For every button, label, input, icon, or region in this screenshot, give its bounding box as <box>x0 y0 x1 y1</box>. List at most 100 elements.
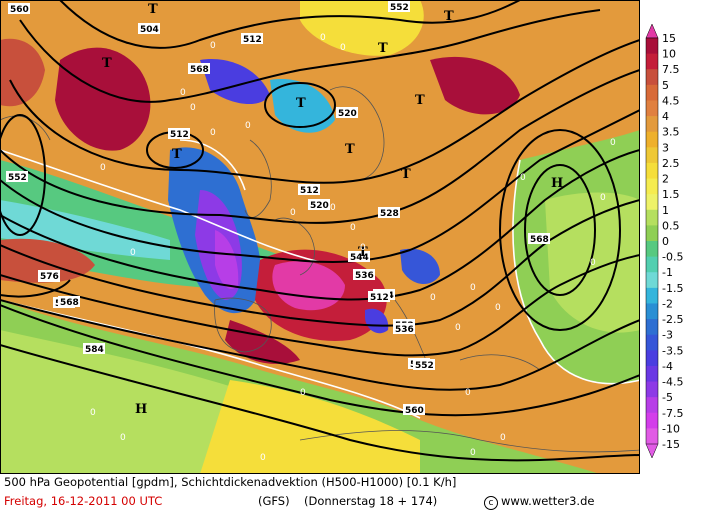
advection-area-north-yellow <box>300 0 424 56</box>
contour-label: 512 <box>170 130 189 140</box>
contour-label-bg <box>403 404 425 415</box>
colorbar-swatch <box>646 287 658 304</box>
geopotential-contours <box>0 0 640 462</box>
zero-advection-label: 0 <box>465 388 471 398</box>
colorbar-max-arrow <box>645 23 659 39</box>
colorbar-swatch <box>646 53 658 70</box>
contour-512 <box>19 9 601 103</box>
contour-576 <box>0 304 640 417</box>
caption-model: (GFS) <box>258 494 290 508</box>
zero-advection-label: 0 <box>590 258 596 268</box>
contour-label-bg <box>6 171 28 182</box>
colorbar-label: 7.5 <box>662 63 680 76</box>
contour-low-norway <box>264 82 336 128</box>
zero-advection-label: 0 <box>430 293 436 303</box>
colorbar-label: 4.5 <box>662 94 680 107</box>
colorbar-swatch <box>646 194 658 211</box>
caption-run: (Donnerstag 18 + 174) <box>304 494 438 508</box>
contour-label-bg <box>388 1 410 12</box>
zero-line-east <box>512 159 640 385</box>
coastline-black-sea <box>459 354 541 371</box>
colorbar-swatch <box>646 162 658 180</box>
contour-568 <box>0 299 640 391</box>
contour-label-bg <box>348 251 370 262</box>
colorbar-label: 0 <box>662 235 669 248</box>
contour-label: 568 <box>530 235 549 245</box>
advection-area-cold-peak <box>215 230 239 289</box>
advection-area-northeast-red <box>430 56 520 115</box>
colorbar-swatch <box>646 116 658 133</box>
colorbar-label: 5 <box>662 79 669 92</box>
colorbar-swatch <box>646 272 658 289</box>
contour-label-bg <box>353 269 375 280</box>
colorbar-label: -15 <box>662 438 680 451</box>
contour-label: 584 <box>85 345 104 355</box>
advection-area-north-red <box>55 47 151 151</box>
contour-label-bg <box>308 199 330 210</box>
contour-544 <box>0 149 640 301</box>
advection-area-north-blue <box>200 59 270 105</box>
contour-label-bg <box>58 296 80 307</box>
colorbar-swatch <box>646 178 658 195</box>
contour-label: 576 <box>40 272 59 282</box>
advection-area-east-blue <box>400 248 440 285</box>
caption-date: Freitag, 16-12-2011 00 UTC <box>4 494 163 508</box>
colorbar-swatch <box>646 209 658 226</box>
colorbar-swatch <box>646 412 658 429</box>
colorbar-label: -4.5 <box>662 376 683 389</box>
zero-advection-label: 0 <box>260 453 266 463</box>
zero-advection-label: 0 <box>210 41 216 51</box>
advection-area-northwest-red <box>0 38 45 107</box>
colorbar-label: -4 <box>662 360 673 373</box>
colorbar-swatch <box>646 100 658 117</box>
zero-advection-label: 0 <box>320 33 326 43</box>
colorbar-label: -10 <box>662 422 680 435</box>
zero-advection-label: 0 <box>90 408 96 418</box>
contour-label-bg <box>188 63 210 74</box>
zero-line-southwest <box>0 299 421 419</box>
contour-536 <box>0 109 640 263</box>
colorbar-label: 3.5 <box>662 126 680 139</box>
colorbar-label: -5 <box>662 391 673 404</box>
low-pressure-marker: T <box>358 245 368 260</box>
zero-advection-label: 0 <box>340 43 346 53</box>
contour-low-west <box>0 114 46 236</box>
colorbar-swatch <box>646 256 658 273</box>
contour-label-bg <box>393 323 415 334</box>
colorbar-label: 15 <box>662 32 676 45</box>
high-pressure-marker: H <box>135 402 147 417</box>
contour-label: 512 <box>300 186 319 196</box>
colorbar-swatch <box>646 147 658 164</box>
zero-advection-label: 0 <box>470 283 476 293</box>
colorbar-label: 0.5 <box>662 219 680 232</box>
colorbar-label: -3.5 <box>662 344 683 357</box>
colorbar-label: 1.5 <box>662 188 680 201</box>
zero-advection-label: 0 <box>120 433 126 443</box>
contour-label-bg <box>378 207 400 218</box>
contour-label-bg <box>413 359 435 370</box>
contour-label: 568 <box>190 65 209 75</box>
low-pressure-marker: T <box>401 167 411 182</box>
caption-copyright: c www.wetter3.de <box>484 494 594 510</box>
colorbar-label: 2.5 <box>662 157 680 170</box>
contour-label: 560 <box>405 406 424 416</box>
contour-label: 552 <box>415 361 434 371</box>
contour-label-bg <box>8 3 30 14</box>
zero-advection-label: 0 <box>290 208 296 218</box>
advection-area-warm-south <box>225 320 300 364</box>
colorbar-label: 3 <box>662 141 669 154</box>
zero-line-atlantic <box>0 149 321 263</box>
contour-label: 512 <box>370 293 389 303</box>
copyright-icon: c <box>484 496 498 510</box>
low-pressure-marker: T <box>148 2 158 17</box>
zero-advection-label: 0 <box>495 303 501 313</box>
contour-label-bg <box>298 184 320 195</box>
contour-560 <box>0 254 640 357</box>
advection-area-south-yellow <box>200 380 420 474</box>
zero-advection-label: 0 <box>210 128 216 138</box>
colorbar-min-arrow <box>645 443 659 459</box>
colorbar-swatch <box>646 381 658 398</box>
contour-label-bg <box>368 291 390 302</box>
map-border <box>0 0 640 474</box>
